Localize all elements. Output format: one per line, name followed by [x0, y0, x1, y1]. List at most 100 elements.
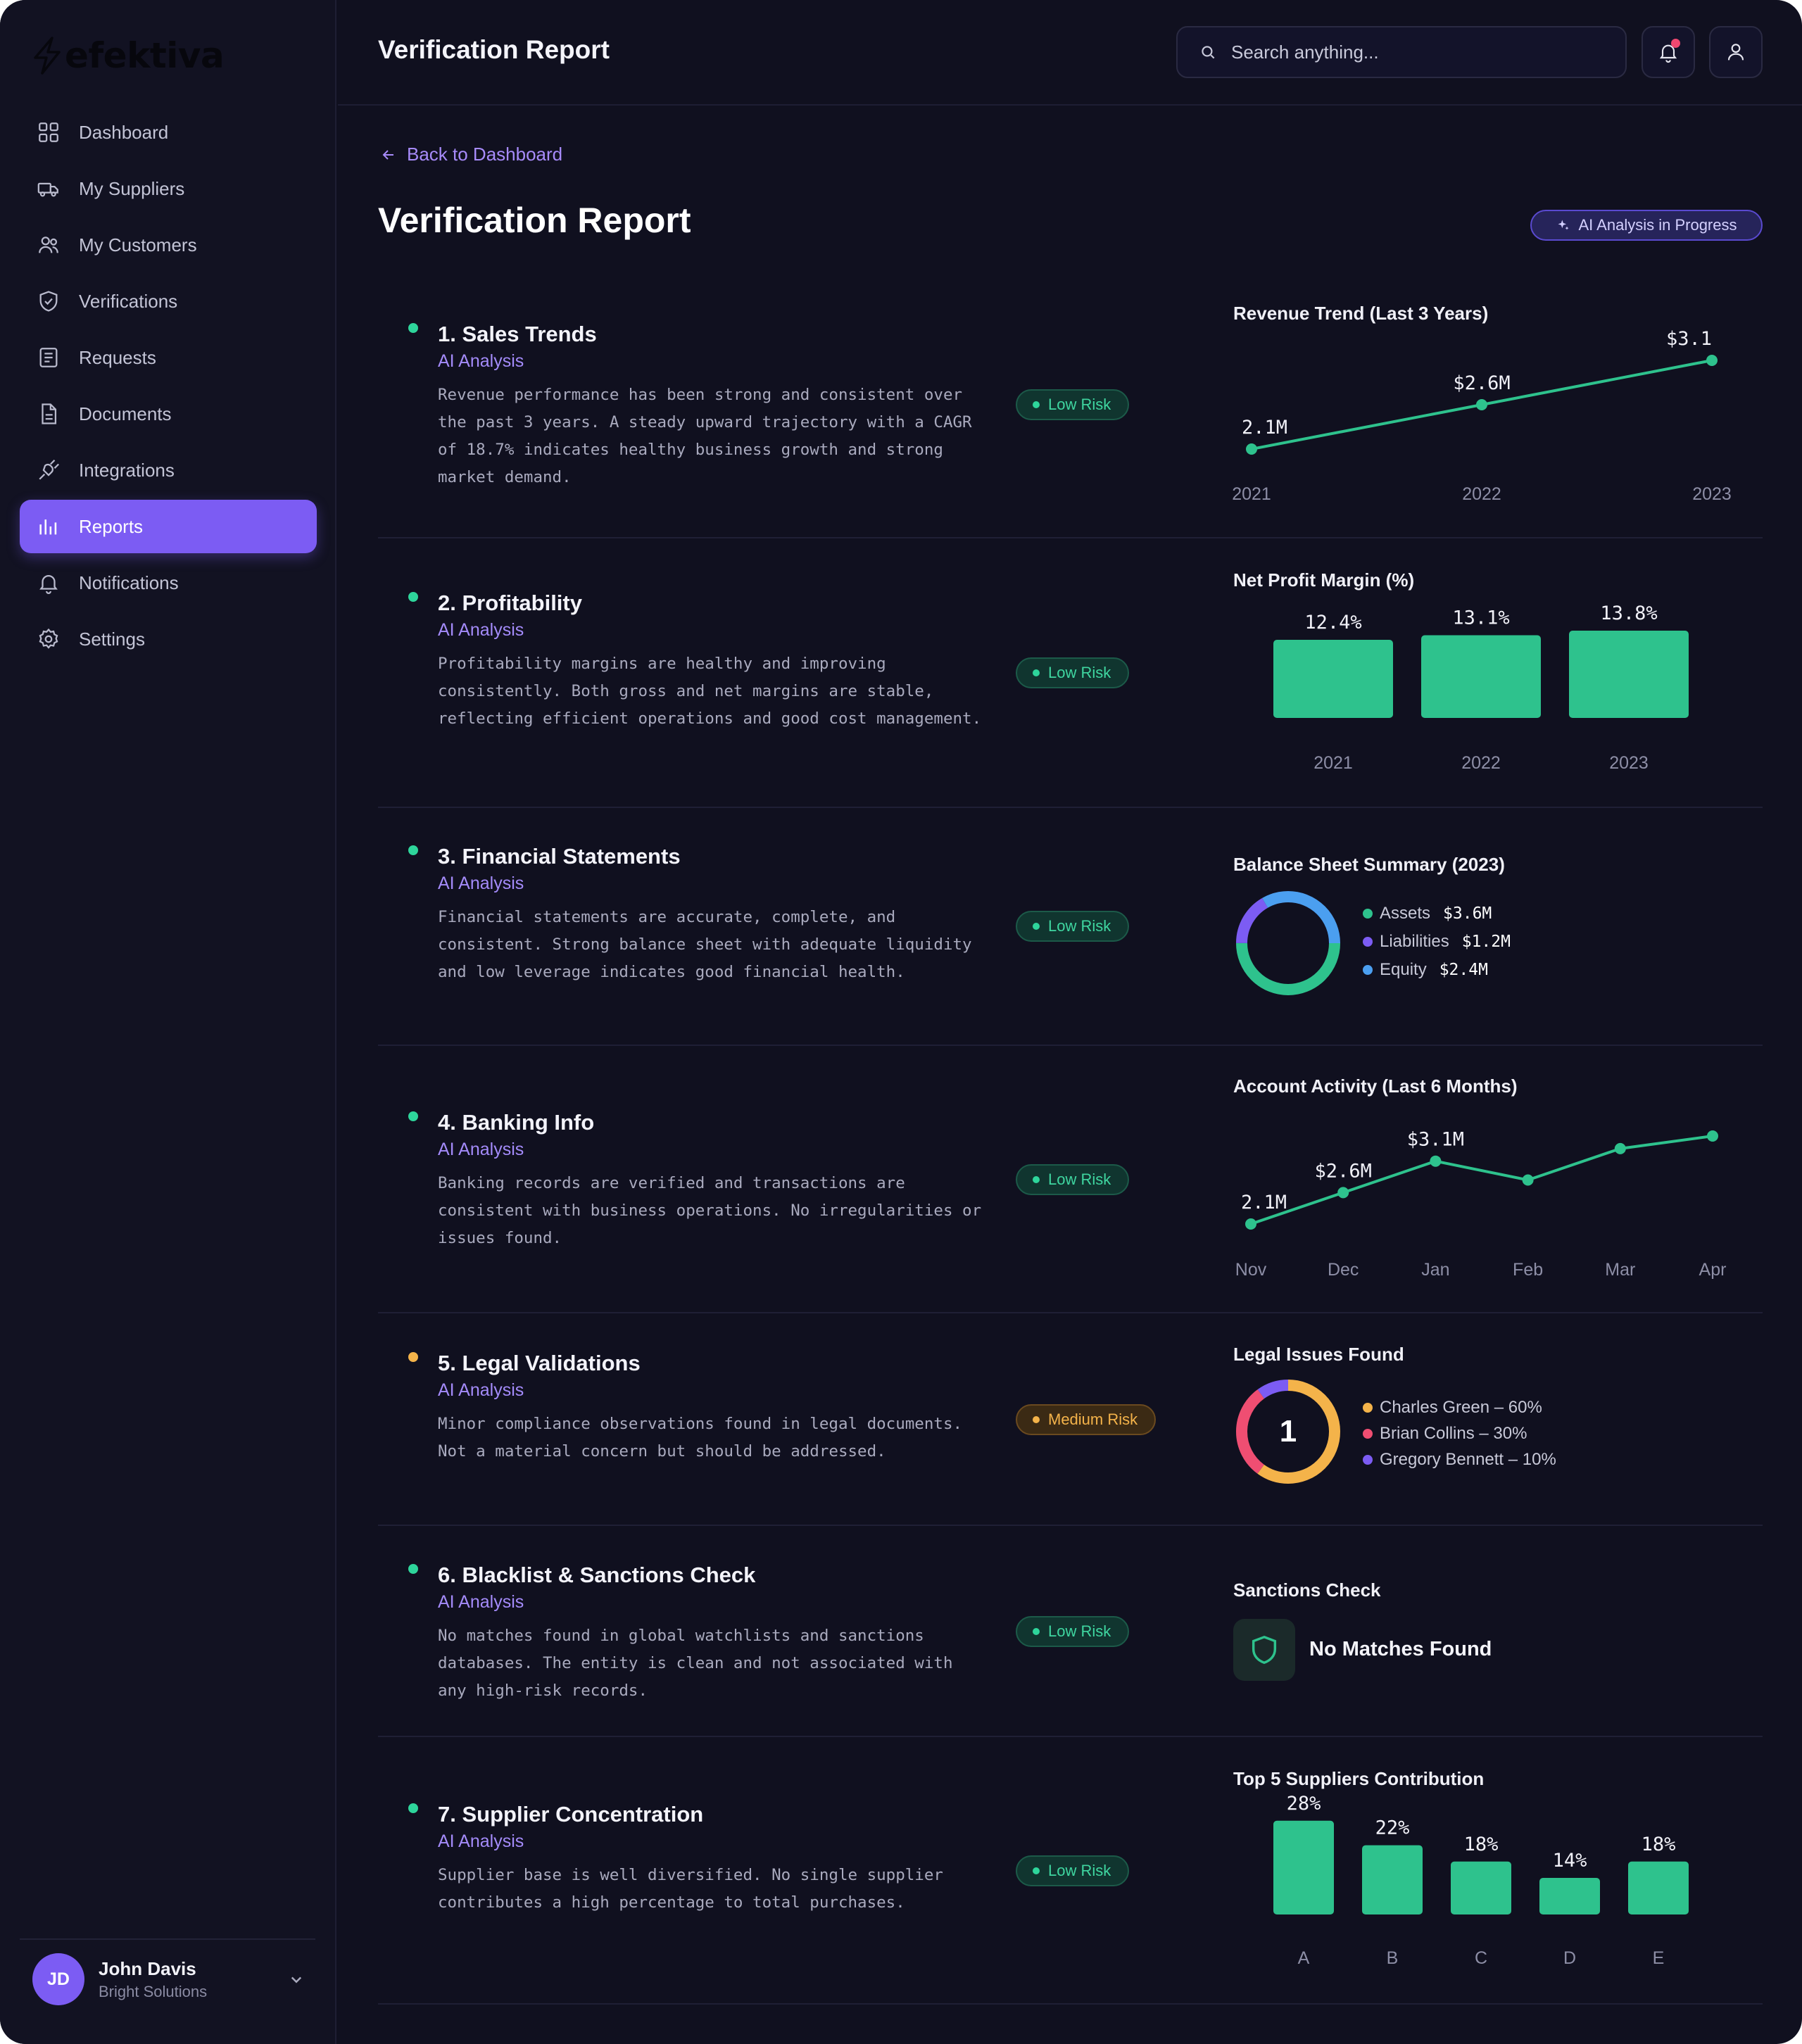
series-line [1250, 1135, 1713, 1225]
bar [1421, 635, 1541, 718]
legend-swatch [1363, 1402, 1373, 1413]
risk-label: Low Risk [1048, 917, 1111, 935]
x-tick-label: Feb [1513, 1260, 1543, 1280]
legend-swatch [1363, 909, 1373, 919]
sidebar-item-documents[interactable]: Documents [20, 387, 317, 441]
data-point [1337, 1187, 1349, 1199]
section-divider [378, 537, 1763, 538]
section-divider [378, 1736, 1763, 1737]
data-point [1522, 1174, 1534, 1186]
logo[interactable]: efektiva [31, 35, 225, 76]
notifications-button[interactable] [1642, 26, 1695, 78]
risk-badge: Low Risk [1016, 1855, 1130, 1886]
donut-slice [1236, 1380, 1340, 1484]
data-label: $2.6M [1453, 372, 1510, 394]
x-tick-label: A [1298, 1948, 1310, 1968]
risk-badge: Low Risk [1016, 389, 1130, 420]
search-box[interactable] [1176, 26, 1627, 78]
risk-label: Low Risk [1048, 1622, 1111, 1640]
section-title: 1. Sales Trends [438, 322, 597, 346]
status-dot [408, 1564, 418, 1574]
search-input[interactable] [1231, 41, 1597, 63]
sidebar-item-label: My Suppliers [79, 177, 185, 199]
sidebar-item-requests[interactable]: Requests [20, 331, 317, 384]
sidebar-item-settings[interactable]: Settings [20, 612, 317, 666]
bar-value-label: 13.1% [1452, 607, 1509, 629]
x-tick-label: 2021 [1232, 484, 1271, 504]
legend-item: Gregory Bennett – 10% [1363, 1446, 1556, 1472]
bar-chart-icon [39, 519, 57, 535]
grid-icon [39, 122, 58, 142]
section-divider [378, 1312, 1763, 1313]
sidebar-item-my-suppliers[interactable]: My Suppliers [20, 162, 317, 215]
x-tick-label: Mar [1605, 1260, 1635, 1280]
bell-icon [1659, 44, 1677, 63]
search-icon [1202, 46, 1215, 59]
legend-value: $1.2M [1461, 933, 1511, 951]
x-tick-label: E [1653, 1948, 1665, 1968]
legend-label: Liabilities [1380, 932, 1449, 951]
risk-badge: Low Risk [1016, 657, 1130, 688]
sidebar-item-label: Requests [79, 346, 156, 368]
section-subtitle: AI Analysis [438, 1592, 524, 1612]
sidebar-item-notifications[interactable]: Notifications [20, 556, 317, 610]
section-title: 6. Blacklist & Sanctions Check [438, 1563, 756, 1587]
truck-icon [37, 182, 58, 197]
risk-dot [1033, 401, 1040, 408]
sidebar-item-label: Settings [79, 628, 145, 650]
legend-swatch [1363, 1428, 1373, 1439]
section-subtitle: AI Analysis [438, 1831, 524, 1851]
status-dot [408, 592, 418, 602]
bar [1273, 640, 1393, 718]
sidebar-item-reports[interactable]: Reports [20, 500, 317, 553]
status-dot [408, 1803, 418, 1813]
ai-status-label: AI Analysis in Progress [1578, 216, 1737, 234]
notification-dot [1671, 39, 1680, 48]
x-tick-label: C [1475, 1948, 1487, 1968]
chevron-down-icon[interactable] [286, 1969, 307, 1990]
chart-title: Balance Sheet Summary (2023) [1233, 854, 1505, 875]
bar [1273, 1820, 1334, 1914]
status-dot [408, 1352, 418, 1362]
sidebar-item-verifications[interactable]: Verifications [20, 275, 317, 328]
data-label: $3.1 [1666, 328, 1712, 350]
document-icon [42, 403, 57, 424]
x-tick-label: 2023 [1609, 753, 1649, 773]
risk-dot [1033, 669, 1040, 676]
risk-label: Medium Risk [1048, 1411, 1138, 1428]
risk-label: Low Risk [1048, 396, 1111, 413]
user-profile-card[interactable]: JD John Davis Bright Solutions [32, 1953, 307, 2005]
data-label: $3.1M [1407, 1129, 1464, 1151]
chart-title: Revenue Trend (Last 3 Years) [1233, 303, 1489, 324]
arrow-left-icon [382, 149, 393, 160]
profile-button[interactable] [1709, 26, 1763, 78]
risk-badge: Low Risk [1016, 1164, 1130, 1195]
bar [1539, 1878, 1600, 1914]
section-title: 4. Banking Info [438, 1110, 595, 1135]
sidebar-item-my-customers[interactable]: My Customers [20, 218, 317, 272]
legal-legend: Charles Green – 60% Brian Collins – 30% … [1363, 1394, 1556, 1472]
legend-item: Charles Green – 60% [1363, 1394, 1556, 1420]
sidebar-item-dashboard[interactable]: Dashboard [20, 106, 317, 159]
chart-title: Account Activity (Last 6 Months) [1233, 1075, 1518, 1097]
sidebar-divider [20, 1938, 315, 1940]
legend-item: Equity $2.4M [1363, 956, 1511, 984]
sparkle-icon [1558, 220, 1568, 230]
section-subtitle: AI Analysis [438, 1380, 524, 1400]
inbox-icon [39, 348, 58, 367]
sanctions-title: Sanctions Check [1233, 1579, 1381, 1601]
section-subtitle: AI Analysis [438, 351, 524, 371]
sidebar-item-label: Verifications [79, 290, 178, 312]
back-to-dashboard-link[interactable]: Back to Dashboard [380, 144, 562, 165]
bolt-icon [34, 37, 61, 75]
x-tick-label: B [1387, 1948, 1399, 1968]
x-tick-label: D [1563, 1948, 1576, 1968]
bar [1628, 1861, 1689, 1914]
status-dot [408, 1111, 418, 1121]
legend-label: Charles Green – 60% [1380, 1397, 1542, 1417]
sidebar-item-integrations[interactable]: Integrations [20, 443, 317, 497]
risk-dot [1033, 1176, 1040, 1183]
legend-item: Liabilities $1.2M [1363, 928, 1511, 956]
x-tick-label: Jan [1421, 1260, 1449, 1280]
